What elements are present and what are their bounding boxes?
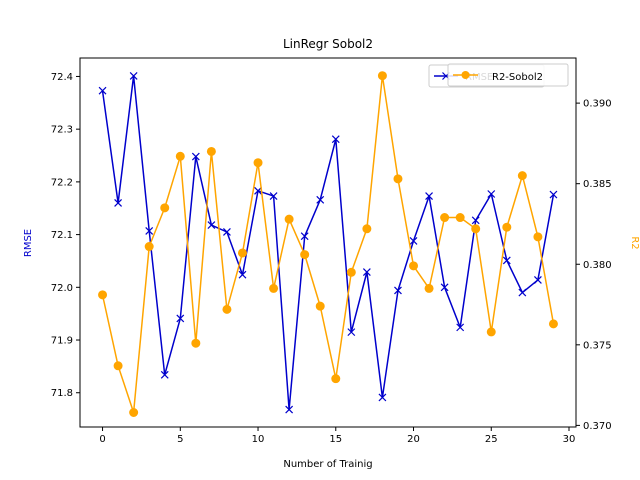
- series-2-point: [191, 338, 201, 348]
- y-right-tick-label: 0.385: [583, 179, 612, 190]
- series-2-point: [377, 71, 387, 81]
- series-2-point: [517, 171, 527, 181]
- series-1-point: [300, 232, 309, 241]
- series-2-point: [144, 242, 154, 252]
- series-1-point: [160, 370, 169, 379]
- y-right-tick-label: 0.380: [583, 260, 612, 271]
- series-2-point: [113, 361, 123, 371]
- series-1-point: [254, 186, 262, 195]
- x-axis-label: Number of Trainig: [283, 459, 372, 470]
- series-1-point: [487, 190, 496, 198]
- chart-title: LinRegr Sobol2: [283, 37, 373, 51]
- series-2-point: [548, 319, 558, 329]
- series-1-point: [409, 236, 418, 245]
- x-tick-label: 10: [252, 434, 265, 445]
- series-1-point: [347, 328, 356, 337]
- series-2-point: [315, 301, 325, 311]
- series-1-point: [362, 268, 371, 276]
- plot-frame: [79, 57, 577, 428]
- series-1-point: [316, 195, 325, 204]
- series-2-point: [440, 213, 450, 223]
- series-1-point: [471, 216, 480, 225]
- series-1-point: [394, 286, 402, 295]
- series-2-point: [362, 224, 372, 234]
- series-1-point: [223, 228, 231, 236]
- series-2-point: [237, 248, 247, 258]
- y-axis-label-left: RMSE: [23, 229, 34, 257]
- x-tick-label: 30: [563, 434, 576, 445]
- series-2-point: [424, 283, 434, 293]
- series-2-point: [502, 222, 512, 232]
- series-2-point: [284, 214, 294, 224]
- series-1-point: [285, 405, 294, 414]
- x-tick-label: 5: [177, 434, 183, 445]
- y-left-tick-label: 71.9: [51, 336, 73, 347]
- y-right-tick-label: 0.375: [583, 340, 612, 351]
- series-2-point: [393, 174, 403, 184]
- series-2-point: [222, 304, 232, 314]
- series-2-point: [471, 224, 481, 234]
- series-2-point: [269, 283, 279, 293]
- y-left-tick-label: 72.1: [51, 230, 73, 241]
- legend-box-r2: [447, 63, 569, 87]
- series-2-point: [409, 261, 419, 271]
- y-left-tick-label: 72.3: [51, 125, 73, 136]
- series-1-point: [549, 190, 558, 199]
- series-1-point: [238, 270, 247, 279]
- series-1-point: [129, 71, 138, 80]
- series-1-point: [378, 393, 387, 402]
- series-1-point: [176, 314, 185, 323]
- series-1-point: [456, 323, 465, 332]
- series-2-point: [331, 374, 341, 384]
- series-1-point: [440, 283, 449, 292]
- series-2-point: [346, 267, 356, 277]
- x-tick-label: 25: [485, 434, 498, 445]
- series-2-point: [160, 203, 170, 213]
- y-left-tick-label: 71.8: [51, 388, 73, 399]
- x-tick-label: 15: [329, 434, 342, 445]
- series-2-point: [533, 232, 543, 242]
- series-1-point: [191, 152, 200, 161]
- x-tick-label: 0: [99, 434, 105, 445]
- y-left-tick-label: 72.2: [51, 177, 73, 188]
- y-axis-label-right: R2: [629, 236, 640, 249]
- series-2-point: [175, 151, 185, 161]
- series-1-point: [207, 221, 216, 230]
- series-1-point: [331, 135, 340, 144]
- series-1-point: [533, 276, 542, 284]
- series-2-point: [206, 146, 216, 156]
- series-1-point: [425, 192, 433, 201]
- y-left-tick-label: 72.0: [51, 283, 73, 294]
- series-2-point: [129, 407, 139, 417]
- series-2-point: [98, 290, 108, 300]
- series-2-point: [253, 158, 263, 168]
- series-2-point: [455, 213, 465, 223]
- y-right-tick-label: 0.390: [583, 99, 612, 110]
- series-1-point: [114, 199, 123, 207]
- legend-marker-r2: [461, 71, 470, 79]
- series-line-1: [101, 75, 555, 411]
- legend-label-r2: R2-Sobol2: [492, 72, 543, 83]
- series-1-point: [502, 256, 511, 265]
- series-1-point: [269, 192, 278, 201]
- series-2-point: [486, 327, 496, 337]
- series-1-point: [518, 288, 527, 297]
- series-2-point: [300, 250, 310, 260]
- series-1-point: [98, 86, 107, 95]
- series-1-point: [145, 226, 154, 235]
- y-right-tick-label: 0.370: [583, 421, 612, 432]
- x-tick-label: 20: [407, 434, 420, 445]
- series-line-2: [101, 74, 555, 414]
- y-left-tick-label: 72.4: [51, 72, 73, 83]
